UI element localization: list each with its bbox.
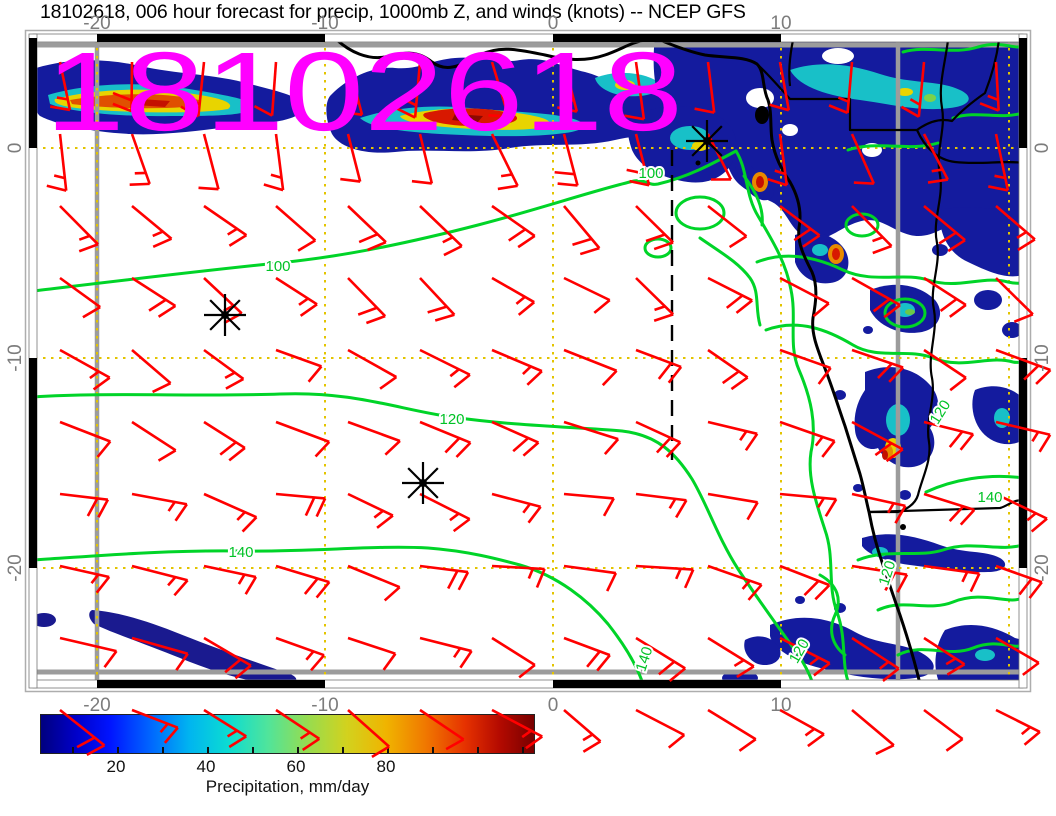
axis-tick-label: 10 [770, 695, 791, 716]
asterisk-markers [204, 120, 728, 504]
colorbar-tick-label: 20 [106, 757, 126, 776]
contour-label: 100 [265, 258, 290, 275]
colorbar-caption: Precipitation, mm/day [205, 777, 370, 796]
colorbar-tick [477, 747, 479, 753]
axis-tick-label: -10 [1032, 344, 1053, 371]
figure-title: 18102618, 006 hour forecast for precip, … [40, 1, 746, 23]
colorbar-tick [522, 747, 524, 753]
axis-tick-label: -20 [5, 554, 26, 581]
colorbar-tick [72, 747, 74, 753]
colorbar-tick [342, 747, 344, 753]
wind-barbs-layer [46, 61, 1052, 759]
colorbar-tick [162, 747, 164, 753]
contour-label: 140 [228, 544, 253, 561]
axis-tick-label: 0 [548, 695, 559, 716]
axis-tick-label: 0 [5, 143, 26, 154]
contour-label: 140 [977, 489, 1002, 506]
axis-tick-label: -10 [5, 344, 26, 371]
axis-tick-label: 10 [770, 13, 791, 34]
colorbar-tick [297, 747, 299, 753]
colorbar-tick-label: 40 [196, 757, 216, 776]
axis-tick-label: -10 [311, 695, 338, 716]
colorbar-tick [252, 747, 254, 753]
contour-label: 120 [439, 411, 464, 428]
axis-tick-label: 0 [548, 13, 559, 34]
colorbar-tick [207, 747, 209, 753]
contour-label: 100 [638, 165, 663, 182]
datetime-watermark: 18102618 [45, 29, 683, 154]
colorbar-tick [117, 747, 119, 753]
axis-ticks: -20 -10 0 10 -20 -10 0 10 0 -10 -20 0 -1… [5, 13, 1053, 716]
height-contours [33, 42, 1023, 684]
axis-tick-label: -10 [311, 13, 338, 34]
colorbar-tick [432, 747, 434, 753]
colorbar-gradient [40, 714, 535, 754]
colorbar-tick-label: 60 [286, 757, 306, 776]
colorbar-tick [387, 747, 389, 753]
colorbar-tick-label: 80 [376, 757, 396, 776]
axis-tick-label: -20 [83, 13, 110, 34]
axis-tick-label: -20 [83, 695, 110, 716]
axis-tick-label: 0 [1032, 143, 1053, 154]
axis-tick-label: -20 [1032, 554, 1053, 581]
